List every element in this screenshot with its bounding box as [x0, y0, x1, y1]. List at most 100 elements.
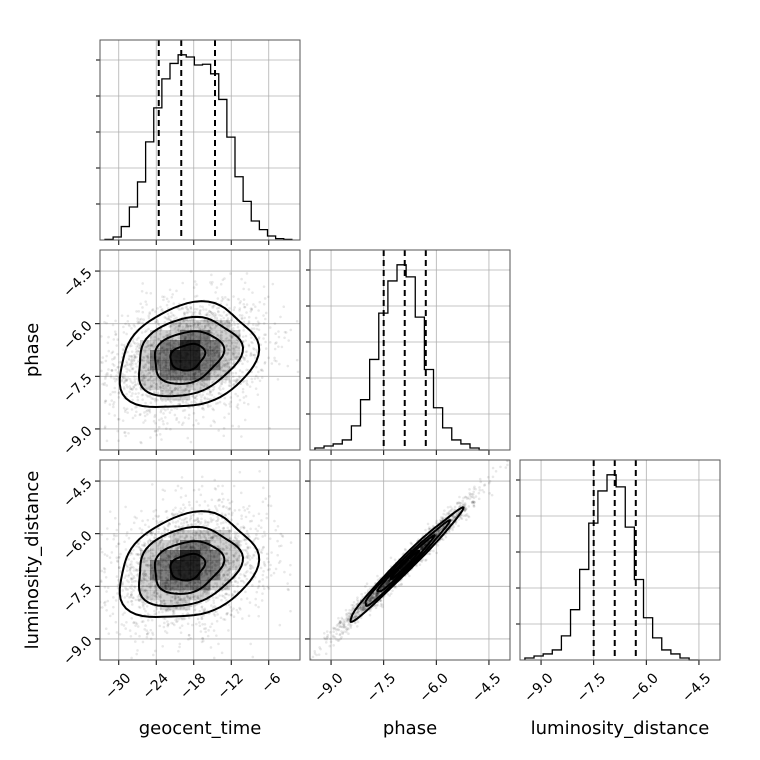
scatter-point [141, 310, 145, 314]
scatter-point [155, 382, 158, 386]
scatter-point [242, 356, 246, 360]
scatter-point [130, 584, 133, 587]
scatter-point [140, 543, 144, 547]
scatter-point [180, 388, 184, 392]
scatter-point [117, 566, 121, 569]
density-bin [150, 340, 161, 351]
scatter-point [166, 390, 170, 393]
scatter-point [231, 584, 235, 587]
scatter-point [245, 303, 249, 306]
scatter-point [217, 373, 221, 377]
scatter-point [111, 612, 115, 616]
scatter-point [212, 369, 216, 373]
scatter-point [77, 561, 80, 564]
scatter-point [150, 343, 153, 346]
scatter-point [241, 370, 244, 374]
scatter-point [134, 598, 138, 602]
scatter-point [125, 378, 129, 382]
scatter-point [166, 312, 170, 316]
density-bin [220, 340, 231, 351]
scatter-point [201, 393, 205, 397]
scatter-point [121, 348, 125, 351]
scatter-point [153, 335, 157, 339]
scatter-point [210, 498, 214, 502]
scatter-point [259, 566, 263, 570]
scatter-point [112, 377, 116, 380]
scatter-point [221, 505, 225, 509]
scatter-point [253, 305, 257, 309]
scatter-point [193, 519, 197, 522]
scatter-point [125, 361, 129, 365]
scatter-point [179, 307, 183, 311]
scatter-point [126, 386, 129, 389]
scatter-point [128, 566, 132, 570]
scatter-point [465, 518, 468, 522]
scatter-point [127, 536, 131, 540]
scatter-point [248, 564, 252, 567]
scatter-point [131, 387, 134, 391]
scatter-point [154, 399, 157, 403]
scatter-point [122, 348, 125, 352]
scatter-point [136, 342, 139, 345]
scatter-point [116, 429, 119, 433]
scatter-point [127, 431, 130, 435]
scatter-point [162, 542, 165, 546]
grid [100, 460, 300, 660]
scatter-point [114, 377, 118, 381]
scatter-point [195, 294, 199, 298]
scatter-point [105, 608, 108, 612]
scatter-point [145, 410, 148, 413]
scatter-point [214, 370, 217, 374]
scatter-point [222, 369, 226, 373]
scatter-point [200, 475, 204, 479]
scatter-point [138, 342, 141, 346]
scatter-point [274, 567, 278, 571]
scatter-point [257, 336, 261, 339]
scatter-point [183, 517, 187, 521]
scatter-point [119, 569, 123, 573]
scatter-point [224, 358, 228, 361]
scatter-point [143, 411, 146, 414]
scatter-point [120, 378, 124, 382]
scatter-point [164, 408, 167, 412]
scatter-point [163, 295, 166, 299]
scatter-point [222, 527, 226, 530]
scatter-point [247, 556, 250, 560]
scatter-point [206, 324, 210, 328]
scatter-point [215, 582, 219, 585]
scatter-point [104, 377, 107, 380]
scatter-point [64, 580, 67, 583]
scatter-point [159, 396, 162, 399]
scatter-point [134, 392, 137, 396]
panel-luminosity_distance-vs-geocent_time: −9.0−7.5−6.0−4.5−30 −24 −18 −12 −6 [60, 459, 310, 703]
scatter-point [133, 342, 137, 345]
scatter-point [236, 403, 240, 406]
scatter-point [220, 336, 224, 340]
scatter-point [220, 382, 223, 386]
scatter-point [112, 400, 116, 404]
scatter-point [145, 303, 148, 306]
scatter-point [219, 318, 223, 321]
scatter-point [215, 634, 218, 637]
scatter-point [287, 339, 290, 342]
scatter-point [177, 420, 181, 424]
scatter-point [173, 327, 177, 331]
scatter-point [289, 541, 293, 544]
scatter-point [225, 353, 229, 356]
scatter-point [125, 392, 128, 396]
scatter-point [190, 507, 194, 510]
scatter-point [179, 507, 183, 510]
scatter-point [146, 356, 149, 359]
scatter-point [232, 382, 236, 386]
scatter-point [166, 384, 170, 388]
scatter-point [132, 385, 136, 388]
scatter-point [307, 535, 310, 538]
scatter-point [128, 369, 132, 373]
scatter-point [195, 622, 198, 626]
scatter-point [125, 360, 128, 363]
scatter-point [144, 376, 147, 380]
scatter-point [256, 537, 260, 541]
scatter-point [130, 599, 134, 603]
scatter-point [210, 393, 214, 397]
scatter-point [174, 398, 178, 402]
